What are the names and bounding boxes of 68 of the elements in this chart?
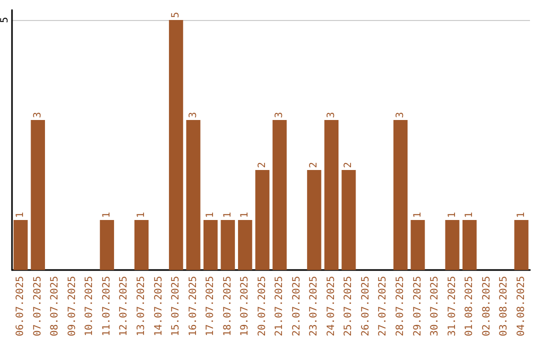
data-label: 1 (15, 212, 26, 218)
data-label: 3 (274, 112, 286, 118)
bar (324, 120, 339, 270)
x-tick-label: 08.07.2025 (50, 276, 61, 336)
x-tick-label: 19.07.2025 (240, 276, 251, 336)
x-tick-label: 26.07.2025 (360, 276, 372, 336)
x-tick-label: 12.07.2025 (118, 276, 130, 336)
data-label: 2 (308, 162, 320, 168)
bar (307, 170, 322, 270)
bar (272, 120, 287, 270)
bar (14, 220, 28, 270)
bar (393, 120, 408, 270)
data-label: 1 (205, 212, 216, 218)
x-tick-label: 23.07.2025 (308, 276, 320, 336)
x-tick-label: 09.07.2025 (66, 276, 78, 336)
bar (220, 220, 235, 270)
x-tick-label: 07.07.2025 (32, 276, 44, 336)
data-label: 3 (326, 112, 337, 118)
data-label: 2 (256, 162, 268, 168)
data-label: 1 (101, 212, 112, 218)
x-tick-label: 04.08.2025 (516, 276, 527, 336)
x-tick-label: 03.08.2025 (498, 276, 510, 336)
bar (100, 220, 114, 270)
x-tick-label: 20.07.2025 (256, 276, 268, 336)
data-label: 1 (240, 212, 251, 218)
x-tick-label: 02.08.2025 (481, 276, 492, 336)
x-tick-label: 24.07.2025 (326, 276, 337, 336)
bar (514, 220, 528, 270)
bar (134, 220, 149, 270)
x-tick-label: 10.07.2025 (84, 276, 96, 336)
bar (462, 220, 477, 270)
bar (255, 170, 270, 270)
bar (186, 120, 200, 270)
x-tick-label: 29.07.2025 (412, 276, 424, 336)
data-label: 3 (32, 112, 44, 118)
bar (168, 20, 184, 270)
bar (445, 220, 460, 270)
data-label: 1 (516, 212, 527, 218)
data-label: 3 (395, 112, 406, 118)
x-tick-label: 11.07.2025 (101, 276, 112, 336)
x-tick-label: 30.07.2025 (430, 276, 441, 336)
data-label: 1 (136, 212, 147, 218)
x-tick-label: 13.07.2025 (136, 276, 147, 336)
x-tick-label: 22.07.2025 (291, 276, 302, 336)
x-tick-label: 28.07.2025 (395, 276, 406, 336)
bar (30, 120, 45, 270)
x-tick-label: 31.07.2025 (446, 276, 458, 336)
data-label: 3 (188, 112, 199, 118)
data-label: 1 (222, 212, 234, 218)
data-label: 1 (446, 212, 458, 218)
bar (203, 220, 218, 270)
x-tick-label: 15.07.2025 (170, 276, 182, 336)
data-label: 1 (464, 212, 476, 218)
x-tick-label: 01.08.2025 (464, 276, 476, 336)
data-label: 1 (412, 212, 424, 218)
bar (342, 170, 356, 270)
data-label: 2 (343, 162, 354, 168)
x-tick-label: 06.07.2025 (15, 276, 26, 336)
bar (410, 220, 425, 270)
x-tick-label: 14.07.2025 (153, 276, 164, 336)
x-tick-label: 27.07.2025 (378, 276, 389, 336)
bar (238, 220, 252, 270)
x-tick-label: 17.07.2025 (205, 276, 216, 336)
data-label: 5 (170, 12, 182, 18)
x-tick-label: 21.07.2025 (274, 276, 286, 336)
x-tick-label: 25.07.2025 (343, 276, 354, 336)
x-tick-label: 16.07.2025 (188, 276, 199, 336)
x-tick-label: 18.07.2025 (222, 276, 234, 336)
